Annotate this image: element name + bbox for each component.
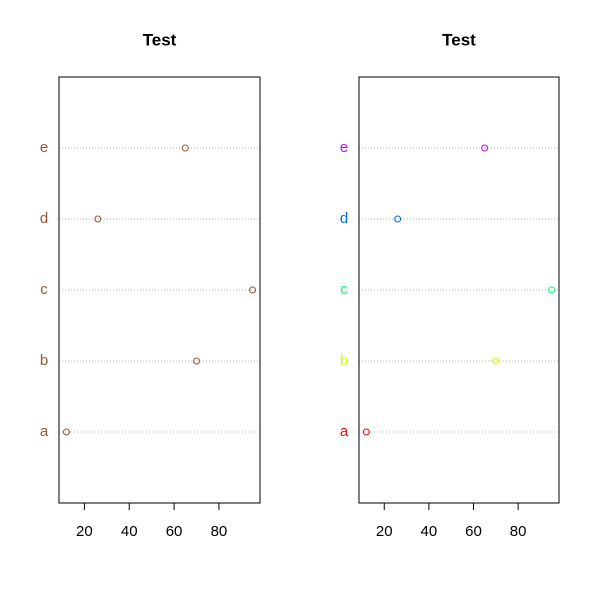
- point: [249, 286, 257, 294]
- x-tick-label: 60: [166, 523, 183, 540]
- chart-title: Test: [442, 30, 476, 49]
- category-label: b: [340, 352, 348, 369]
- x-tick-label: 60: [465, 523, 482, 540]
- x-tick-label: 80: [510, 523, 527, 540]
- point: [481, 144, 489, 152]
- category-label: c: [340, 281, 348, 298]
- category-label: e: [40, 139, 48, 156]
- point: [548, 286, 556, 294]
- point: [62, 428, 70, 436]
- category-label: a: [40, 423, 49, 440]
- category-label: b: [40, 352, 48, 369]
- x-tick-label: 40: [421, 523, 438, 540]
- category-label: d: [340, 210, 348, 227]
- plot-frame: [58, 76, 261, 504]
- point: [362, 428, 370, 436]
- point: [94, 215, 102, 223]
- chart-title: Test: [143, 30, 177, 49]
- point: [492, 357, 500, 365]
- point: [192, 357, 200, 365]
- x-tick-label: 20: [376, 523, 393, 540]
- category-label: c: [40, 281, 48, 298]
- point: [394, 215, 402, 223]
- x-tick-label: 80: [211, 523, 228, 540]
- point: [181, 144, 189, 152]
- category-label: a: [340, 423, 349, 440]
- category-label: d: [40, 210, 48, 227]
- x-tick-label: 40: [121, 523, 138, 540]
- x-tick-label: 20: [76, 523, 93, 540]
- category-label: e: [340, 139, 348, 156]
- plot-frame: [358, 76, 560, 504]
